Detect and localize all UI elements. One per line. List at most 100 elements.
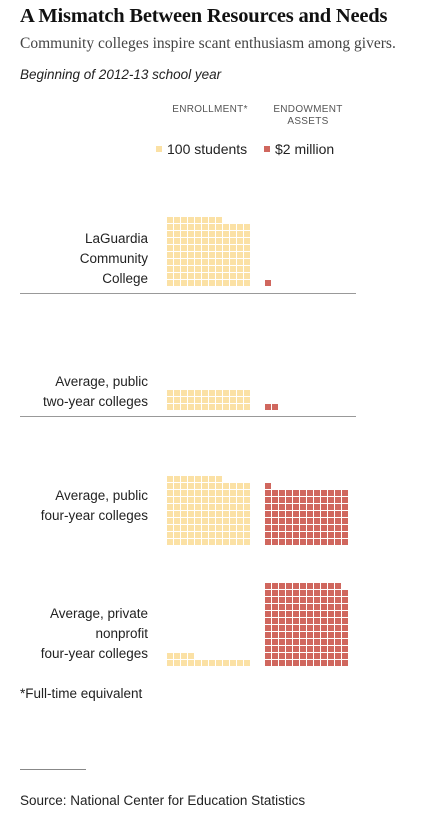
enrollment-unit-square <box>174 525 180 531</box>
enrollment-unit-square <box>167 497 173 503</box>
endowment-unit-square <box>328 490 334 496</box>
endowment-unit-square <box>286 525 292 531</box>
enrollment-unit-square <box>223 497 229 503</box>
enrollment-unit-square <box>223 504 229 510</box>
enrollment-unit-square <box>237 252 243 258</box>
enrollment-unit-square <box>181 217 187 223</box>
endowment-unit-square <box>342 504 348 510</box>
endowment-unit-square <box>286 590 292 596</box>
endowment-unit-square <box>328 539 334 545</box>
enrollment-unit-square <box>216 252 222 258</box>
endowment-unit-square <box>328 625 334 631</box>
enrollment-unit-square <box>195 224 201 230</box>
enrollment-unit-square <box>188 525 194 531</box>
endowment-unit-square <box>293 632 299 638</box>
enrollment-unit-square <box>202 504 208 510</box>
endowment-unit-square <box>342 497 348 503</box>
enrollment-unit-square <box>202 490 208 496</box>
enrollment-unit-square <box>209 539 215 545</box>
enrollment-unit-square <box>202 404 208 410</box>
enrollment-unit-square <box>181 483 187 489</box>
endowment-unit-square <box>272 604 278 610</box>
enrollment-unit-square <box>216 483 222 489</box>
endowment-unit-square <box>300 504 306 510</box>
enrollment-unit-square <box>209 490 215 496</box>
endowment-unit-square <box>300 611 306 617</box>
enrollment-unit-square <box>244 231 250 237</box>
enrollment-unit-square <box>181 280 187 286</box>
enrollment-unit-square <box>195 476 201 482</box>
enrollment-unit-square <box>230 532 236 538</box>
endowment-unit-square <box>272 518 278 524</box>
enrollment-unit-square <box>237 397 243 403</box>
endowment-unit-square <box>286 604 292 610</box>
row-divider <box>20 416 356 417</box>
enrollment-unit-square <box>195 273 201 279</box>
row-label-public-two-year: Average, public two-year colleges <box>43 372 148 412</box>
enrollment-unit-square <box>174 259 180 265</box>
enrollment-unit-square <box>209 483 215 489</box>
enrollment-unit-square <box>181 476 187 482</box>
enrollment-unit-square <box>167 273 173 279</box>
enrollment-unit-square <box>230 280 236 286</box>
enrollment-unit-square <box>202 231 208 237</box>
enrollment-unit-square <box>209 238 215 244</box>
endowment-header-line1: ENDOWMENT <box>273 104 343 115</box>
endowment-unit-square <box>293 604 299 610</box>
endowment-unit-square <box>265 653 271 659</box>
enrollment-unit-square <box>174 217 180 223</box>
endowment-unit-square <box>293 646 299 652</box>
enrollment-unit-square <box>181 518 187 524</box>
enrollment-unit-square <box>167 504 173 510</box>
endowment-unit-square <box>328 611 334 617</box>
endowment-unit-square <box>307 660 313 666</box>
enrollment-unit-square <box>195 532 201 538</box>
endowment-unit-square <box>265 280 271 286</box>
enrollment-unit-square <box>195 660 201 666</box>
endowment-unit-square <box>272 525 278 531</box>
endowment-unit-square <box>279 653 285 659</box>
enrollment-unit-square <box>181 525 187 531</box>
endowment-unit-square <box>314 532 320 538</box>
endowment-unit-square <box>307 532 313 538</box>
endowment-legend-swatch <box>264 146 270 152</box>
row-label-line: Community <box>79 251 148 266</box>
enrollment-unit-square <box>195 280 201 286</box>
enrollment-unit-square <box>230 660 236 666</box>
enrollment-unit-square <box>216 490 222 496</box>
enrollment-unit-square <box>230 259 236 265</box>
endowment-unit-square <box>279 511 285 517</box>
endowment-unit-square <box>300 525 306 531</box>
endowment-unit-square <box>286 653 292 659</box>
endowment-unit-square <box>286 504 292 510</box>
enrollment-unit-square <box>181 532 187 538</box>
endowment-unit-square <box>335 660 341 666</box>
enrollment-unit-square <box>181 511 187 517</box>
enrollment-unit-square <box>223 511 229 517</box>
enrollment-unit-square <box>174 224 180 230</box>
endowment-unit-square <box>293 597 299 603</box>
enrollment-unit-square <box>167 397 173 403</box>
enrollment-unit-square <box>223 390 229 396</box>
enrollment-unit-square <box>202 483 208 489</box>
enrollment-unit-square <box>216 518 222 524</box>
endowment-unit-square <box>279 625 285 631</box>
enrollment-unit-square <box>195 490 201 496</box>
endowment-unit-square <box>314 583 320 589</box>
enrollment-unit-square <box>237 273 243 279</box>
endowment-unit-square <box>314 604 320 610</box>
enrollment-unit-square <box>223 252 229 258</box>
endowment-unit-square <box>272 590 278 596</box>
enrollment-unit-square <box>188 511 194 517</box>
endowment-unit-square <box>293 504 299 510</box>
enrollment-unit-square <box>209 280 215 286</box>
enrollment-unit-square <box>174 266 180 272</box>
enrollment-unit-square <box>216 539 222 545</box>
enrollment-unit-square <box>230 238 236 244</box>
enrollment-unit-square <box>202 660 208 666</box>
endowment-unit-square <box>272 490 278 496</box>
enrollment-unit-square <box>216 231 222 237</box>
endowment-unit-square <box>321 511 327 517</box>
enrollment-unit-square <box>244 511 250 517</box>
enrollment-unit-square <box>195 525 201 531</box>
